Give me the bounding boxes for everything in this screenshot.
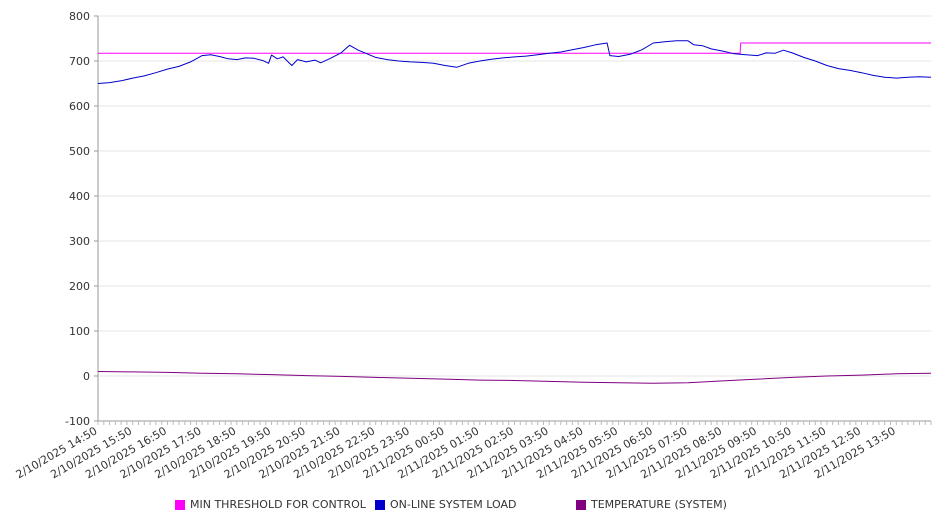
y-tick-label: 200 — [69, 280, 90, 293]
x-tick-labels: 2/10/2025 14:502/10/2025 15:502/10/2025 … — [14, 424, 898, 481]
chart-legend: MIN THRESHOLD FOR CONTROL ON-LINE SYSTEM … — [0, 498, 946, 514]
y-tick-label: 0 — [83, 370, 90, 383]
series-line-3 — [97, 371, 932, 384]
legend-item[interactable]: MIN THRESHOLD FOR CONTROL — [175, 498, 366, 511]
legend-label: MIN THRESHOLD FOR CONTROL — [190, 498, 366, 511]
legend-item[interactable]: ON-LINE SYSTEM LOAD — [375, 498, 516, 511]
series-line-1 — [98, 42, 931, 54]
legend-item[interactable]: TEMPERATURE (SYSTEM) — [576, 498, 727, 511]
chart-canvas: -100 0 100 200 300 400 500 600 700 800 2/10/2025 … — [14, 10, 932, 481]
y-tick-label: 400 — [69, 190, 90, 203]
y-tick-label: 700 — [69, 55, 90, 68]
y-tick-label: 300 — [69, 235, 90, 248]
y-tick-label: 100 — [69, 325, 90, 338]
legend-label: TEMPERATURE (SYSTEM) — [591, 498, 727, 511]
y-tick-label: 800 — [69, 10, 90, 23]
legend-swatch — [175, 499, 185, 510]
axes — [94, 15, 932, 425]
grid-lines — [98, 15, 931, 422]
series-line-2 — [97, 40, 932, 84]
series-lines — [97, 40, 932, 384]
y-tick-label: 500 — [69, 145, 90, 158]
legend-swatch — [576, 499, 586, 510]
y-tick-label: 600 — [69, 100, 90, 113]
legend-label: ON-LINE SYSTEM LOAD — [390, 498, 517, 511]
y-tick-labels: -100 0 100 200 300 400 500 600 700 800 — [65, 10, 90, 428]
y-tick-label: -100 — [65, 415, 90, 428]
legend-swatch — [375, 499, 385, 510]
